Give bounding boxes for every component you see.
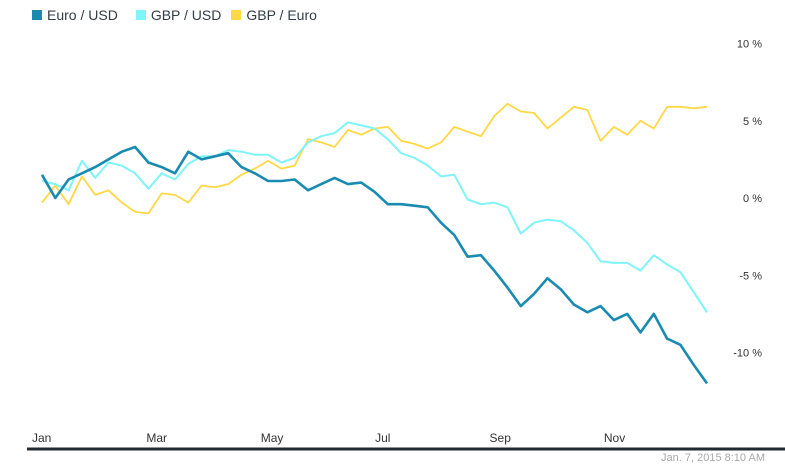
legend-swatch-gbp-euro (231, 10, 242, 20)
series-line-gbp-usd[interactable] (41, 121, 708, 313)
y-tick-label: 0 % (743, 193, 762, 205)
legend-item-gbp-euro[interactable]: GBP / Euro (231, 7, 317, 23)
series-line-euro-usd[interactable] (40, 145, 709, 385)
timestamp: Jan. 7, 2015 8:10 AM (661, 452, 765, 464)
series-euro-usd (40, 145, 709, 385)
y-tick-label: -5 % (739, 270, 762, 282)
x-tick-label: Sep (490, 431, 512, 445)
chart-legend: Euro / USD GBP / USD GBP / Euro (32, 7, 335, 23)
legend-item-euro-usd[interactable]: Euro / USD (32, 7, 118, 23)
x-tick-label: Nov (604, 431, 625, 445)
series-gbp-usd (41, 121, 708, 313)
x-tick-label: May (261, 431, 284, 445)
y-axis-ticks: 10 % 5 % 0 % -5 % -10 % (733, 39, 762, 360)
legend-item-gbp-usd[interactable]: GBP / USD (135, 7, 222, 23)
legend-label-euro-usd: Euro / USD (47, 7, 118, 23)
legend-swatch-gbp-usd (135, 10, 146, 20)
y-tick-label: 10 % (737, 39, 762, 51)
x-tick-label: Mar (146, 431, 167, 445)
y-tick-label: -10 % (733, 348, 762, 360)
x-tick-label: Jul (375, 431, 390, 445)
legend-label-gbp-usd: GBP / USD (150, 7, 222, 23)
series-gbp-euro (41, 102, 708, 215)
x-axis-ticks: Jan Mar May Jul Sep Nov (32, 431, 625, 445)
series-line-gbp-euro[interactable] (41, 102, 708, 215)
y-tick-label: 5 % (743, 116, 762, 128)
x-tick-label: Jan (32, 431, 51, 445)
legend-label-gbp-euro: GBP / Euro (246, 7, 317, 23)
series-layer (40, 102, 709, 385)
legend-swatch-euro-usd (32, 10, 42, 20)
